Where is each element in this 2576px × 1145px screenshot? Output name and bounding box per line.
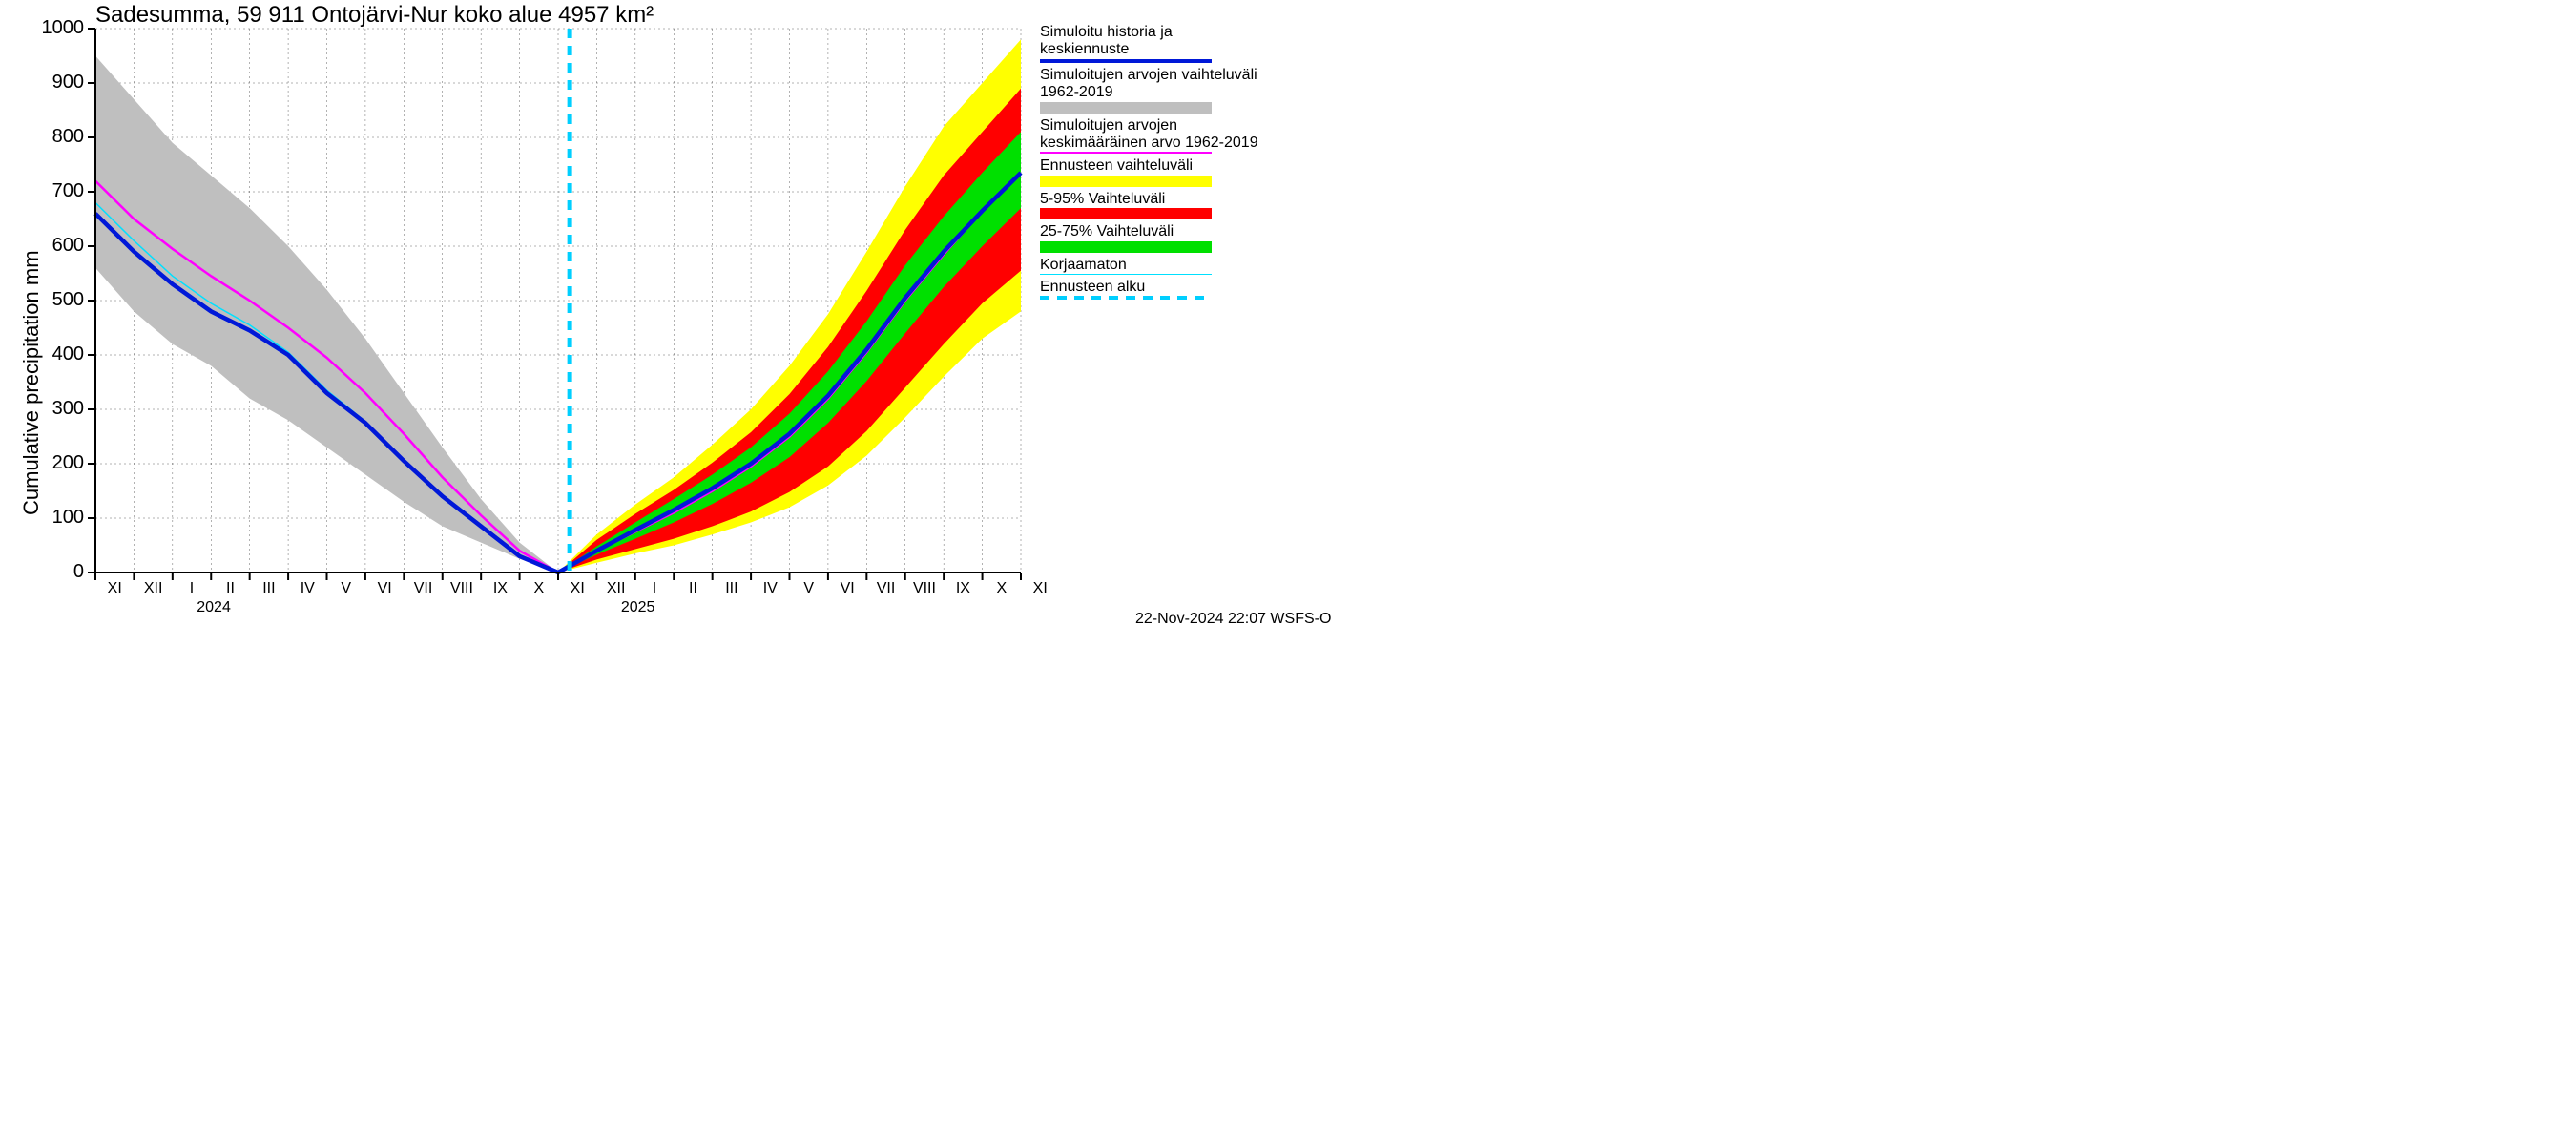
y-tick-label: 400 (52, 344, 84, 365)
legend-label: Simuloitujen arvojen vaihteluväli 1962-2… (1040, 67, 1259, 102)
legend-item: Simuloitujen arvojen vaihteluväli 1962-2… (1040, 67, 1259, 114)
legend-label: Ennusteen alku (1040, 279, 1259, 296)
legend-label: 5-95% Vaihteluväli (1040, 191, 1259, 208)
legend-swatch (1040, 102, 1212, 114)
legend-label: Korjaamaton (1040, 257, 1259, 274)
y-tick-label: 600 (52, 235, 84, 257)
chart-title: Sadesumma, 59 911 Ontojärvi-Nur koko alu… (95, 2, 654, 29)
chart-container: Sadesumma, 59 911 Ontojärvi-Nur koko alu… (0, 0, 1431, 636)
x-tick-label: XI (1026, 580, 1054, 597)
legend-swatch (1040, 59, 1212, 63)
x-tick-label: II (216, 580, 244, 597)
x-tick-label: VIII (447, 580, 476, 597)
y-tick-label: 0 (73, 561, 84, 583)
legend-label: Simuloitu historia ja keskiennuste (1040, 24, 1259, 59)
x-tick-label: X (525, 580, 553, 597)
y-tick-label: 800 (52, 126, 84, 148)
y-tick-label: 100 (52, 507, 84, 529)
x-tick-label: IX (486, 580, 514, 597)
x-tick-label: IV (756, 580, 784, 597)
legend-swatch (1040, 152, 1212, 154)
y-tick-label: 200 (52, 452, 84, 474)
legend-swatch (1040, 296, 1212, 300)
legend-swatch (1040, 208, 1212, 219)
x-tick-label: II (678, 580, 707, 597)
y-tick-label: 700 (52, 180, 84, 202)
legend-item: Simuloitujen arvojen keskimääräinen arvo… (1040, 117, 1259, 155)
year-label: 2025 (621, 599, 655, 616)
legend-item: 25-75% Vaihteluväli (1040, 223, 1259, 252)
legend-item: 5-95% Vaihteluväli (1040, 191, 1259, 219)
x-tick-label: VI (370, 580, 399, 597)
y-tick-label: 500 (52, 289, 84, 311)
legend-item: Ennusteen alku (1040, 279, 1259, 300)
x-tick-label: XII (139, 580, 168, 597)
x-tick-label: I (640, 580, 669, 597)
x-tick-label: XII (602, 580, 631, 597)
x-tick-label: XI (563, 580, 592, 597)
x-tick-label: XI (100, 580, 129, 597)
year-label: 2024 (197, 599, 231, 616)
x-tick-label: I (177, 580, 206, 597)
x-tick-label: IV (293, 580, 322, 597)
x-tick-label: VI (833, 580, 862, 597)
legend-swatch (1040, 274, 1212, 275)
x-tick-label: X (987, 580, 1016, 597)
x-tick-label: III (255, 580, 283, 597)
y-tick-label: 1000 (42, 17, 85, 39)
legend-label: Simuloitujen arvojen keskimääräinen arvo… (1040, 117, 1259, 153)
x-tick-label: V (795, 580, 823, 597)
y-tick-label: 900 (52, 72, 84, 94)
legend-label: 25-75% Vaihteluväli (1040, 223, 1259, 240)
legend-swatch (1040, 241, 1212, 253)
x-tick-label: IX (948, 580, 977, 597)
chart-footer: 22-Nov-2024 22:07 WSFS-O (1135, 611, 1331, 628)
x-tick-label: VII (872, 580, 901, 597)
legend: Simuloitu historia ja keskiennuste Simulo… (1040, 24, 1259, 303)
x-tick-label: III (717, 580, 746, 597)
x-tick-label: VIII (910, 580, 939, 597)
x-tick-label: VII (409, 580, 438, 597)
x-tick-label: V (332, 580, 361, 597)
legend-item: Simuloitu historia ja keskiennuste (1040, 24, 1259, 63)
legend-item: Ennusteen vaihteluväli (1040, 157, 1259, 186)
y-axis-label: Cumulative precipitation mm (19, 250, 44, 515)
y-tick-label: 300 (52, 398, 84, 420)
legend-label: Ennusteen vaihteluväli (1040, 157, 1259, 175)
legend-item: Korjaamaton (1040, 257, 1259, 275)
legend-swatch (1040, 176, 1212, 187)
